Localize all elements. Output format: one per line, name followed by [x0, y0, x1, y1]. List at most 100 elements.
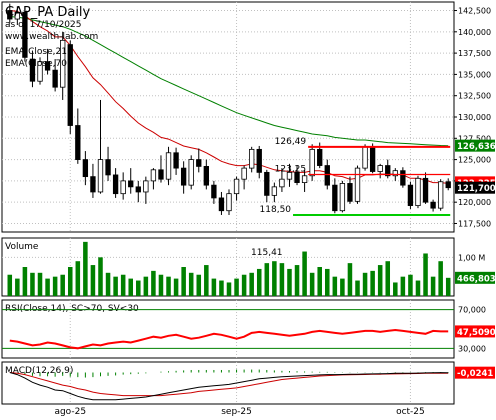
- rsi-tick-label: 70,000: [458, 306, 486, 315]
- volume-bar: [272, 261, 277, 296]
- volume-bar: [423, 253, 428, 296]
- volume-bar: [75, 261, 81, 296]
- candle: [173, 147, 179, 175]
- candle: [256, 145, 262, 179]
- candle: [203, 159, 209, 190]
- volume-bar: [37, 272, 43, 296]
- candle-body: [22, 11, 28, 58]
- candle-body: [317, 148, 323, 166]
- volume-bar: [317, 267, 322, 296]
- candle: [332, 178, 338, 214]
- candle-body: [332, 184, 338, 212]
- volume-bar: [98, 257, 103, 296]
- x-tick-label: ago-25: [54, 407, 86, 417]
- candle: [128, 168, 134, 194]
- candle-body: [180, 167, 187, 186]
- candle: [112, 168, 119, 198]
- candle: [196, 148, 202, 173]
- volume-bar: [279, 263, 285, 296]
- candle-body: [241, 167, 247, 180]
- candle-body: [60, 39, 66, 88]
- volume-plot-area: Volume 115,41: [5, 241, 451, 296]
- candle-body: [301, 175, 308, 183]
- candle-body: [97, 159, 104, 193]
- candle-body: [37, 61, 43, 82]
- candle: [105, 146, 111, 181]
- candle-body: [188, 159, 194, 186]
- volume-bar: [30, 272, 35, 296]
- volume-bar: [173, 278, 179, 296]
- candle-body: [150, 169, 157, 182]
- volume-bar: [188, 272, 194, 296]
- macd-plot-area: MACD(12,26,9): [5, 366, 449, 401]
- volume-bar: [143, 276, 149, 296]
- candle-body: [143, 180, 149, 193]
- candle: [82, 151, 89, 186]
- candle-body: [29, 58, 36, 82]
- candle-body: [354, 167, 361, 202]
- candle-body: [430, 201, 436, 209]
- volume-bar: [249, 272, 254, 296]
- candle-body: [14, 11, 21, 20]
- macd-title: MACD(12,26,9): [5, 366, 73, 376]
- candle-body: [75, 125, 81, 160]
- as-of-date: as of 17/10/2025: [5, 20, 81, 30]
- candle: [97, 99, 104, 194]
- price-tick-label: 125,000: [458, 156, 491, 165]
- price-badge-label: 121,700: [457, 184, 496, 194]
- candle: [14, 6, 21, 25]
- volume-bar: [438, 261, 443, 296]
- candle-body: [415, 177, 421, 206]
- candle-body: [112, 174, 119, 195]
- volume-bar: [90, 265, 96, 296]
- macd-line: [9, 372, 449, 401]
- candle: [90, 163, 96, 198]
- candle: [29, 50, 36, 88]
- volume-bar: [7, 274, 13, 296]
- candle: [354, 165, 361, 204]
- volume-bar: [158, 274, 164, 296]
- candle-body: [286, 171, 293, 180]
- volume-bar: [241, 274, 247, 296]
- candle: [309, 144, 315, 181]
- candle: [165, 146, 172, 186]
- candle-body: [158, 169, 164, 180]
- volume-bar: [113, 276, 118, 296]
- candle: [44, 48, 51, 75]
- candle-body: [256, 148, 262, 173]
- value-badges: 126,636122,325121,700466,80347,5090-0,02…: [455, 139, 496, 379]
- candle: [180, 161, 187, 194]
- candle-body: [7, 10, 13, 20]
- volume-badge: [455, 271, 495, 284]
- macd-badge: [455, 366, 495, 379]
- candle-body: [165, 152, 172, 180]
- volume-bar: [415, 280, 421, 296]
- candle: [22, 10, 28, 62]
- candle-body: [135, 186, 141, 193]
- volume-bar: [128, 278, 133, 296]
- candle: [218, 191, 225, 215]
- macd-panel-frame: [1, 361, 455, 405]
- volume-bar: [393, 282, 398, 296]
- candle: [377, 163, 383, 179]
- volume-bar: [385, 261, 391, 296]
- candle: [233, 176, 240, 201]
- candle-body: [218, 197, 225, 212]
- volume-bar: [264, 263, 270, 296]
- candle: [407, 181, 414, 209]
- volume-bar: [60, 274, 65, 296]
- volume-bar: [400, 276, 406, 296]
- volume-bar: [22, 267, 28, 296]
- candle-body: [44, 61, 51, 71]
- candle-body: [437, 181, 444, 209]
- volume-bar: [226, 282, 232, 296]
- candle-body: [173, 152, 179, 169]
- candle: [249, 146, 255, 173]
- volume-annotation: 115,41: [251, 248, 283, 258]
- candle-body: [362, 146, 368, 169]
- candle: [445, 178, 451, 191]
- candle: [120, 172, 126, 200]
- volume-bar: [67, 267, 73, 296]
- candle-body: [445, 181, 451, 189]
